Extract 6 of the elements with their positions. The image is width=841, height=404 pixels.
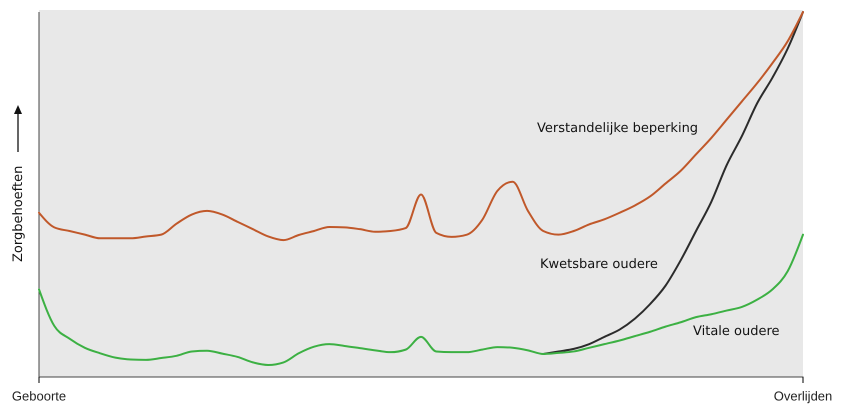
x-tick-label: Overlijden: [774, 388, 832, 404]
series-label: Kwetsbare oudere: [540, 257, 658, 272]
y-axis-title: Zorgbehoeften: [11, 166, 26, 262]
series-label: Vitale oudere: [693, 324, 780, 339]
series-label: Verstandelijke beperking: [537, 121, 698, 136]
x-tick-label: Geboorte: [12, 388, 66, 404]
